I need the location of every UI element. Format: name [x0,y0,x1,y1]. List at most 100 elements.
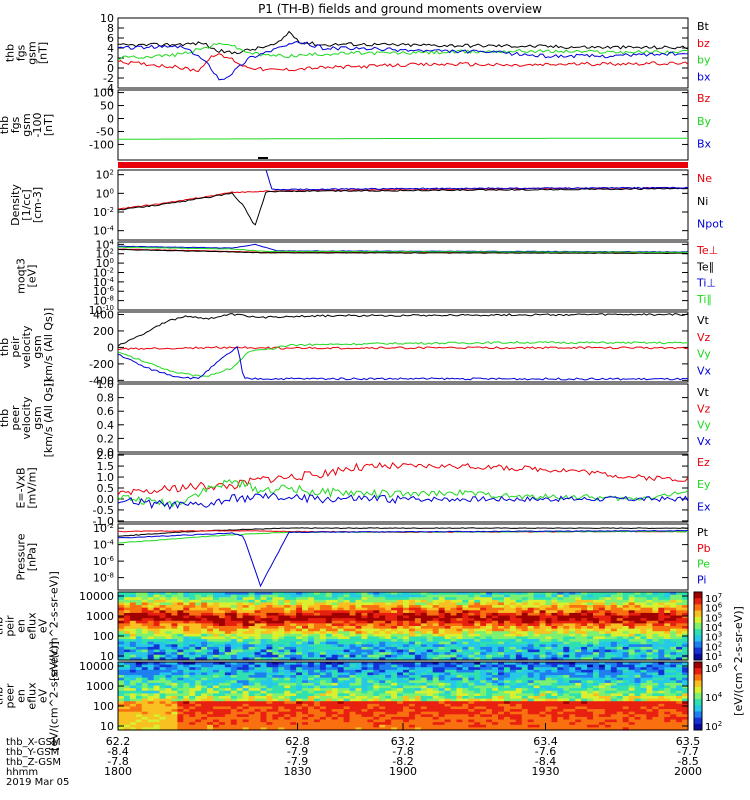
heatmap-cell [426,594,434,598]
heatmap-cell [492,610,499,614]
heatmap-cell [432,711,440,715]
heatmap-cell [593,626,600,630]
heatmap-cell [290,662,297,666]
heatmap-cell [123,677,131,681]
heatmap-cell [266,628,273,632]
heatmap-cell [569,703,576,708]
heatmap-cell [545,641,553,645]
heatmap-cell [201,626,208,630]
heatmap-cell [129,615,137,619]
heatmap-cell [123,657,131,661]
heatmap-cell [278,597,285,601]
heatmap-cell [242,607,250,611]
heatmap-cell [165,607,173,611]
heatmap-cell [408,602,416,606]
heatmap-cell [254,716,262,721]
heatmap-cell [290,626,297,630]
heatmap-cell [646,698,653,702]
heatmap-cell [610,644,618,648]
heatmap-cell [183,722,190,726]
heatmap-cell [385,657,392,661]
heatmap-cell [302,631,309,635]
heatmap-cell [456,610,463,614]
heatmap-cell [598,628,606,632]
heatmap-cell [652,615,659,619]
heatmap-cell [598,631,606,635]
heatmap-cell [414,706,422,710]
heatmap-cell [313,677,321,681]
heatmap-cell [367,701,374,705]
heatmap-cell [515,639,523,643]
heatmap-cell [557,703,564,708]
heatmap-cell [141,680,149,684]
panel-7: E=-VxB[mV/m]2.01.51.00.50.0-0.5-1.0EzEyE… [15,449,711,528]
heatmap-cell [373,618,380,622]
heatmap-cell [426,706,434,710]
heatmap-cell [373,652,380,656]
heatmap-cell [213,618,220,622]
heatmap-cell [391,688,398,692]
heatmap-cell [355,646,363,651]
heatmap-cell [147,644,155,648]
heatmap-cell [676,672,683,676]
heatmap-cell [183,639,190,643]
heatmap-cell [462,597,469,601]
heatmap-cell [604,696,612,700]
heatmap-cell [325,716,333,721]
heatmap-cell [319,594,327,598]
heatmap-cell [325,669,333,674]
heatmap-cell [498,597,505,601]
heatmap-cell [515,626,523,630]
heatmap-cell [468,594,475,598]
heatmap-cell [450,618,458,622]
heatmap-cell [177,615,184,619]
heatmap-cell [408,623,416,627]
heatmap-cell [456,626,463,630]
heatmap-cell [302,646,309,651]
heatmap-cell [171,612,178,617]
heatmap-cell [438,682,446,687]
y-tick-label: 10000 [79,590,114,603]
heatmap-cell [652,680,659,684]
heatmap-cell [260,677,268,681]
heatmap-cell [361,623,368,627]
heatmap-cell [563,690,570,694]
heatmap-cell [290,677,297,681]
heatmap-cell [201,607,208,611]
heatmap-cell [640,675,648,679]
heatmap-cell [670,657,677,661]
heatmap-cell [325,675,333,679]
heatmap-cell [319,693,327,697]
heatmap-cell [308,641,315,645]
heatmap-cell [171,633,178,638]
heatmap-cell [153,644,161,648]
heatmap-cell [260,675,268,679]
heatmap-cell [147,618,155,622]
heatmap-cell [444,641,452,645]
heatmap-cell [670,649,677,653]
heatmap-cell [325,711,333,715]
heatmap-cell [527,688,535,692]
heatmap-cell [165,610,173,614]
heatmap-cell [165,701,173,705]
heatmap-cell [664,662,671,666]
heatmap-cell [557,641,564,645]
heatmap-cell [575,612,582,617]
heatmap-cell [165,716,173,721]
heatmap-cell [224,612,232,617]
heatmap-cell [373,592,380,596]
heatmap-cell [242,667,250,671]
heatmap-cell [189,698,196,702]
heatmap-cell [640,716,648,721]
heatmap-cell [515,688,523,692]
heatmap-cell [141,636,149,640]
heatmap-cell [521,610,529,614]
heatmap-cell [165,722,173,726]
heatmap-cell [391,594,398,598]
heatmap-cell [557,690,564,694]
heatmap-cell [325,639,333,643]
heatmap-cell [290,703,297,708]
heatmap-cell [272,654,279,658]
heatmap-cell [397,623,404,627]
heatmap-cell [503,667,511,671]
